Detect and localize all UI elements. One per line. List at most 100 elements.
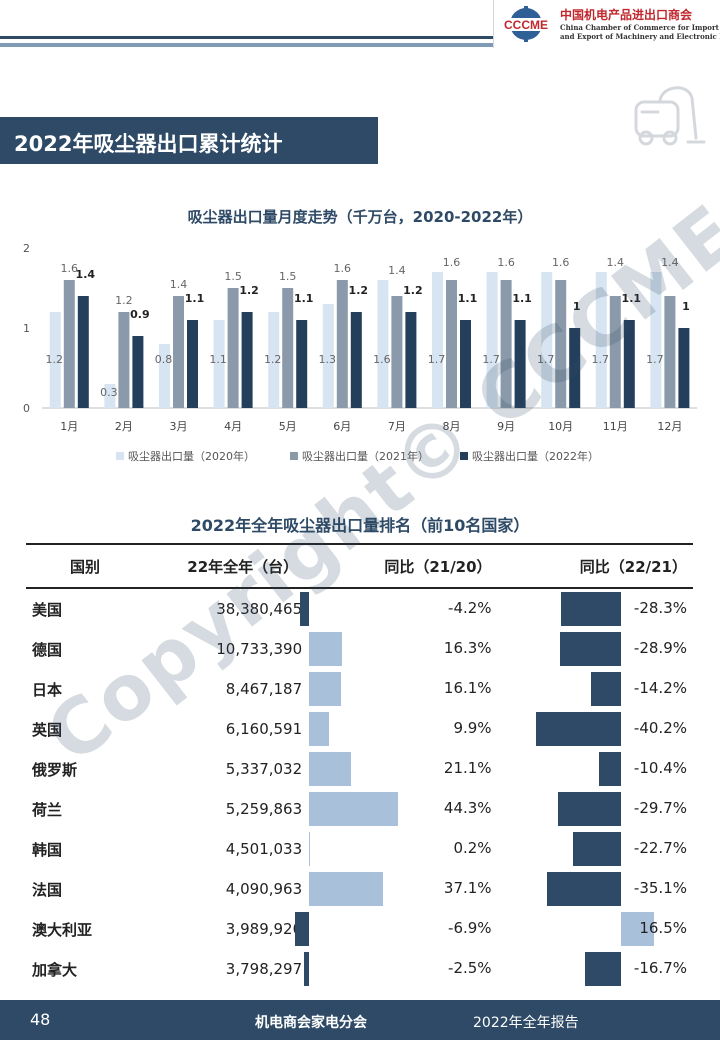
x-tick-label: 7月 [388,420,406,433]
yoy-21-20-cell: 16.1% [302,669,497,709]
table-title: 2022年全年吸尘器出口量排名（前10名国家） [190,516,530,535]
table-row: 澳大利亚 3,989,920 -6.9% 16.5% [26,909,693,949]
data-label-2020: 1.7 [482,353,500,366]
yoy-22-21-label: -29.7% [633,799,687,817]
data-label-2022: 1 [682,300,690,313]
data-label-2020: 1.7 [646,353,664,366]
yoy-22-21-label: -22.7% [633,839,687,857]
bar-1-6 [391,296,403,408]
yoy-22-21-bar [561,592,621,626]
legend-label-2: 吸尘器出口量（2022年） [472,449,599,463]
yoy-21-20-cell: 44.3% [302,789,497,829]
yoy-21-20-label: -2.5% [448,959,492,977]
yoy-21-20-bar [309,792,398,826]
bar-2-3 [241,312,253,408]
country-cell: 美国 [32,600,63,619]
yoy-21-20-label: -6.9% [448,919,492,937]
org-name-cn: 中国机电产品进出口商会 [560,8,693,22]
yoy-22-21-label: -40.2% [633,719,687,737]
header-country: 国别 [26,543,124,589]
bar-2-2 [187,320,198,408]
x-tick-label: 9月 [497,420,515,433]
x-tick-label: 10月 [548,420,573,433]
yoy-22-21-bar [559,632,621,666]
header-yoy-21-20: 同比（21/20） [302,543,498,589]
yoy-22-21-cell: -16.7% [498,949,693,989]
yoy-22-21-cell: -28.3% [498,588,693,629]
header-total: 22年全年（台） [123,543,303,589]
bar-1-5 [336,280,348,408]
yoy-21-20-cell: -4.2% [300,588,497,629]
table-row: 俄罗斯 5,337,032 21.1% -10.4% [26,749,693,789]
y-tick-label: 2 [23,242,30,255]
yoy-22-21-cell: -35.1% [498,869,693,909]
bar-0-2 [159,344,170,408]
yoy-22-21-bar [546,872,621,906]
yoy-21-20-label: 16.1% [443,679,492,697]
header-rule-light [0,43,720,47]
bar-1-4 [282,288,294,408]
total-cell: 38,380,465 [216,600,303,618]
table-row: 加拿大 3,798,297 -2.5% -16.7% [26,949,693,989]
table-header-row: 国别 22年全年（台） 同比（21/20） 同比（22/21） [26,543,693,589]
x-tick-label: 8月 [443,420,461,433]
yoy-21-20-label: 0.2% [453,839,492,857]
footer-org: 机电商会家电分会 [255,1015,367,1031]
yoy-21-20-cell: 0.2% [302,829,497,869]
x-tick-label: 6月 [333,420,351,433]
bar-0-9 [541,272,553,408]
yoy-22-21-label: -16.7% [633,959,687,977]
svg-text:CCCME: CCCME [504,18,548,32]
bar-0-1 [104,384,116,408]
data-label-2021: 1.5 [224,270,242,283]
header-rule-dark [0,36,720,39]
section-title: 2022年吸尘器出口累计统计 [14,132,283,156]
x-tick-label: 5月 [279,420,297,433]
data-label-2020: 1.2 [46,353,64,366]
yoy-21-20-bar [303,952,310,986]
data-label-2020: 1.2 [264,353,282,366]
data-label-2022: 1.1 [458,292,478,305]
x-tick-label: 1月 [60,420,78,433]
bar-0-0 [49,312,61,408]
yoy-21-20-bar [309,672,342,706]
yoy-21-20-cell: 37.1% [302,869,497,909]
country-cell: 日本 [32,680,63,699]
x-tick-label: 3月 [170,420,188,433]
bar-2-5 [350,312,362,408]
data-label-2022: 1.1 [294,292,314,305]
data-label-2020: 0.3 [100,386,118,399]
data-label-2021: 1.5 [279,270,297,283]
data-label-2020: 1.3 [319,353,337,366]
yoy-22-21-cell: -10.4% [498,749,693,789]
bar-2-0 [77,296,89,408]
data-label-2020: 0.8 [155,353,173,366]
data-label-2021: 1.6 [61,262,79,275]
data-label-2020: 1.7 [592,353,610,366]
country-ranking-table: 国别 22年全年（台） 同比（21/20） 同比（22/21） 美国 38,380… [26,543,693,989]
data-label-2021: 1.6 [443,256,461,269]
country-cell: 英国 [32,720,63,739]
bar-2-8 [514,320,526,408]
org-name-en-line1: China Chamber of Commerce for Import [560,23,719,32]
cccme-logo-icon: CCCME [500,6,552,42]
data-label-2021: 1.6 [497,256,515,269]
bar-2-1 [132,336,144,408]
yoy-22-21-cell: -28.9% [498,629,693,669]
total-cell: 4,501,033 [225,840,303,858]
yoy-22-21-cell: -14.2% [498,669,693,709]
bar-1-7 [446,280,457,408]
yoy-22-21-label: 16.5% [639,919,687,937]
yoy-22-21-bar [585,952,621,986]
x-tick-label: 2月 [115,420,133,433]
legend-label-1: 吸尘器出口量（2021年） [302,449,429,463]
country-cell: 俄罗斯 [32,760,78,779]
bar-0-5 [322,304,334,408]
country-cell: 德国 [32,640,63,659]
yoy-22-21-cell: -22.7% [498,829,693,869]
yoy-21-20-label: 16.3% [443,639,492,657]
legend-swatch-1 [290,452,298,460]
total-cell: 4,090,963 [225,880,303,898]
yoy-21-20-bar [309,752,352,786]
table-row: 德国 10,733,390 16.3% -28.9% [26,629,693,669]
